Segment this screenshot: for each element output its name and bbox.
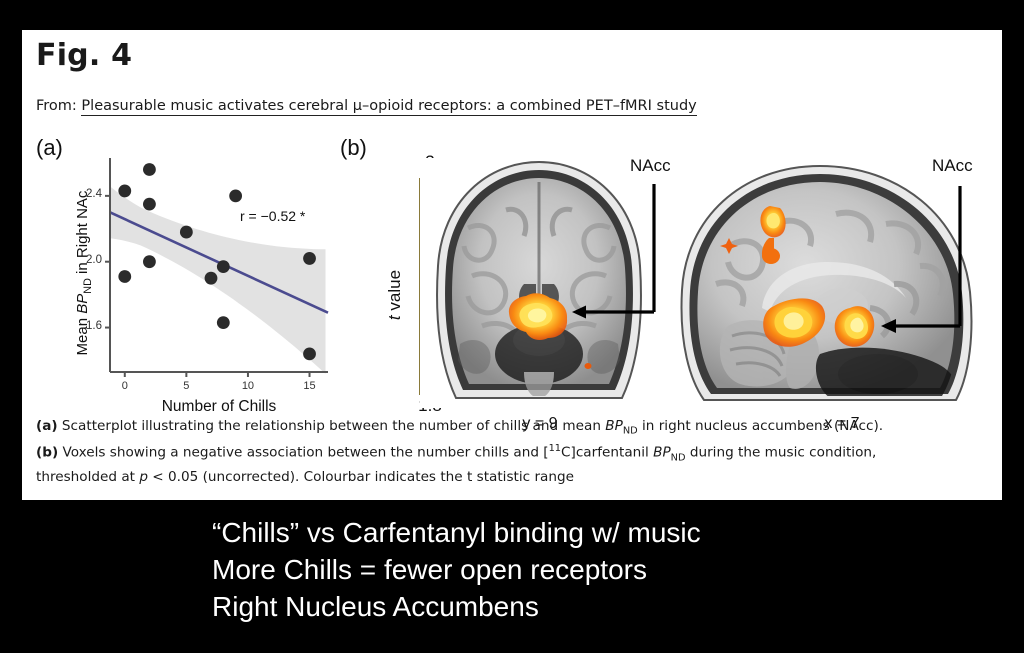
scatter-y-axis-label: Mean BPND in Right NAc: [74, 190, 94, 356]
overlay-line-3: Right Nucleus Accumbens: [212, 591, 539, 623]
scatter-point: [216, 260, 230, 274]
slide-overlay-text: “Chills” vs Carfentanyl binding w/ music…: [212, 514, 1012, 626]
scatter-point: [229, 189, 243, 203]
scatter-y-tick: 2.4: [86, 187, 102, 200]
scatter-point: [118, 184, 132, 198]
scatter-point: [143, 163, 156, 176]
scatter-y-tick: 2.0: [86, 253, 102, 266]
figure-card: Fig. 4 From: Pleasurable music activates…: [22, 30, 1002, 500]
overlay-line-2: More Chills = fewer open receptors: [212, 554, 647, 586]
scatter-svg: [105, 158, 329, 377]
scatter-x-tick: 15: [303, 380, 316, 392]
scatter-point: [303, 252, 316, 265]
panel-b-letter: (b): [340, 135, 367, 160]
scatterplot-panel: Mean BPND in Right NAc Number of Chills …: [52, 150, 342, 425]
source-article-link[interactable]: Pleasurable music activates cerebral μ–o…: [81, 98, 697, 116]
scatter-point: [204, 271, 218, 285]
figure-caption: (a) Scatterplot illustrating the relatio…: [36, 415, 991, 490]
caption-line-b: (b) Voxels showing a negative associatio…: [36, 442, 877, 464]
scatter-y-tick: 1.6: [86, 319, 102, 332]
slice-label-coronal: y = 9: [522, 415, 558, 432]
figure-title: Fig. 4: [36, 38, 133, 73]
scatter-point: [216, 316, 230, 330]
scatter-x-tick: 0: [121, 380, 128, 392]
colorbar-axis-label: t value: [385, 269, 404, 321]
correlation-annotation: r = −0.52 *: [240, 208, 306, 224]
nacc-arrow-coronal: [572, 184, 656, 319]
scatter-x-axis-label: Number of Chills: [161, 398, 277, 415]
panel-a-letter: (a): [36, 135, 63, 160]
nacc-label-coronal: NAcc: [630, 156, 671, 175]
figure-source-line: From: Pleasurable music activates cerebr…: [36, 98, 697, 116]
scatter-point: [143, 255, 156, 269]
brain-image-coronal: [420, 158, 658, 408]
scatter-point: [303, 347, 316, 361]
brain-image-sagittal: [670, 158, 980, 408]
slice-label-sagittal: x = 7: [824, 415, 860, 432]
nacc-arrow-sagittal: [881, 186, 962, 333]
scatter-x-tick: 5: [183, 380, 190, 392]
scatter-point: [179, 225, 193, 239]
scatter-x-tick: 10: [241, 380, 255, 392]
caption-line-c: thresholded at p < 0.05 (uncorrected). C…: [36, 469, 574, 486]
nacc-label-sagittal: NAcc: [932, 156, 973, 175]
from-label: From:: [36, 98, 77, 114]
scatter-point: [143, 197, 156, 211]
caption-line-a: (a) Scatterplot illustrating the relatio…: [36, 418, 884, 437]
overlay-line-1: “Chills” vs Carfentanyl binding w/ music: [212, 517, 701, 548]
scatter-point: [118, 270, 132, 283]
